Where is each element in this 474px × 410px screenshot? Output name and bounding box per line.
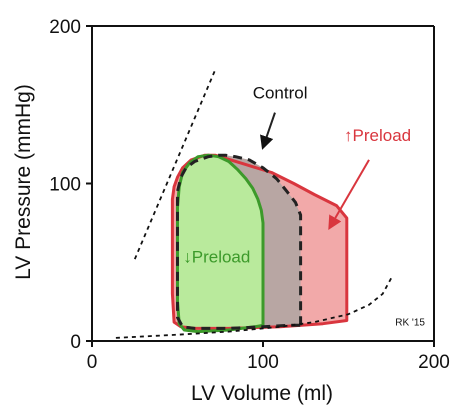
y-tick-label: 0 xyxy=(70,332,81,353)
decreased-preload-label: ↓Preload xyxy=(183,247,250,266)
y-tick-label: 200 xyxy=(49,17,81,38)
y-axis-title: LV Pressure (mmHg) xyxy=(12,84,35,280)
x-tick-label: 0 xyxy=(87,352,98,373)
x-axis-title: LV Volume (ml) xyxy=(191,382,333,405)
control-loop xyxy=(176,153,303,330)
x-tick-label: 100 xyxy=(247,352,279,373)
credit-label: RK '15 xyxy=(395,317,425,328)
y-tick-label: 100 xyxy=(49,175,81,196)
decreased-preload-loop xyxy=(176,153,265,334)
reference-lines-layer xyxy=(115,69,393,339)
control-label: Control xyxy=(253,83,308,102)
arrows-layer xyxy=(260,112,370,231)
increased-preload-label: ↑Preload xyxy=(344,126,411,145)
x-tick-label: 200 xyxy=(418,352,450,373)
espvr-line xyxy=(133,69,216,260)
control-arrow xyxy=(260,112,276,150)
ticks-layer: 0 100 200 0 100 200 xyxy=(49,17,450,373)
decreased-preload-area xyxy=(177,155,263,332)
increased-preload-arrow xyxy=(328,159,370,231)
loops-layer xyxy=(170,153,349,334)
